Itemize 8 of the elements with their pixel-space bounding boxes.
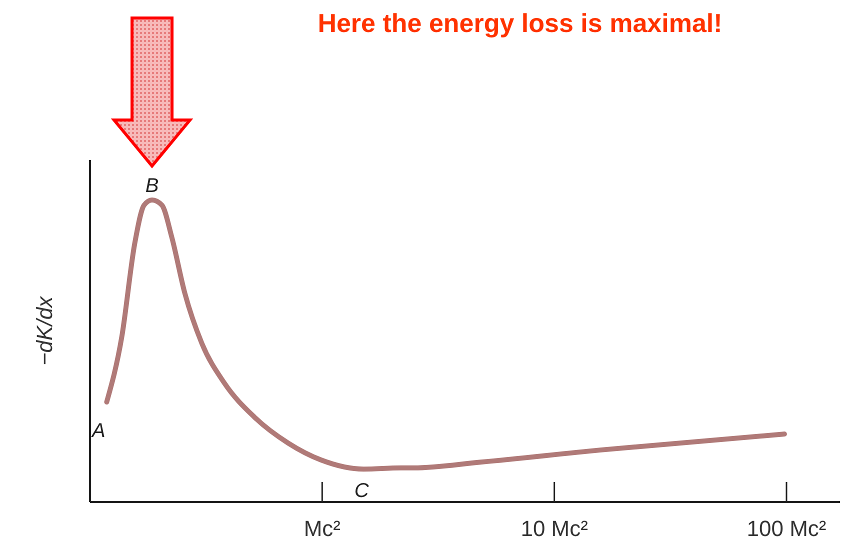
x-tick-label: 100 Mc² (746, 516, 826, 541)
annotation: C (354, 480, 370, 502)
chart-title: Here the energy loss is maximal! (318, 8, 722, 38)
annotation: A (91, 420, 106, 442)
x-tick-label: 10 Mc² (520, 516, 588, 541)
x-tick-label: Mc² (304, 516, 340, 541)
y-axis-title: −dK/dx (32, 295, 57, 366)
annotation: B (145, 175, 159, 197)
